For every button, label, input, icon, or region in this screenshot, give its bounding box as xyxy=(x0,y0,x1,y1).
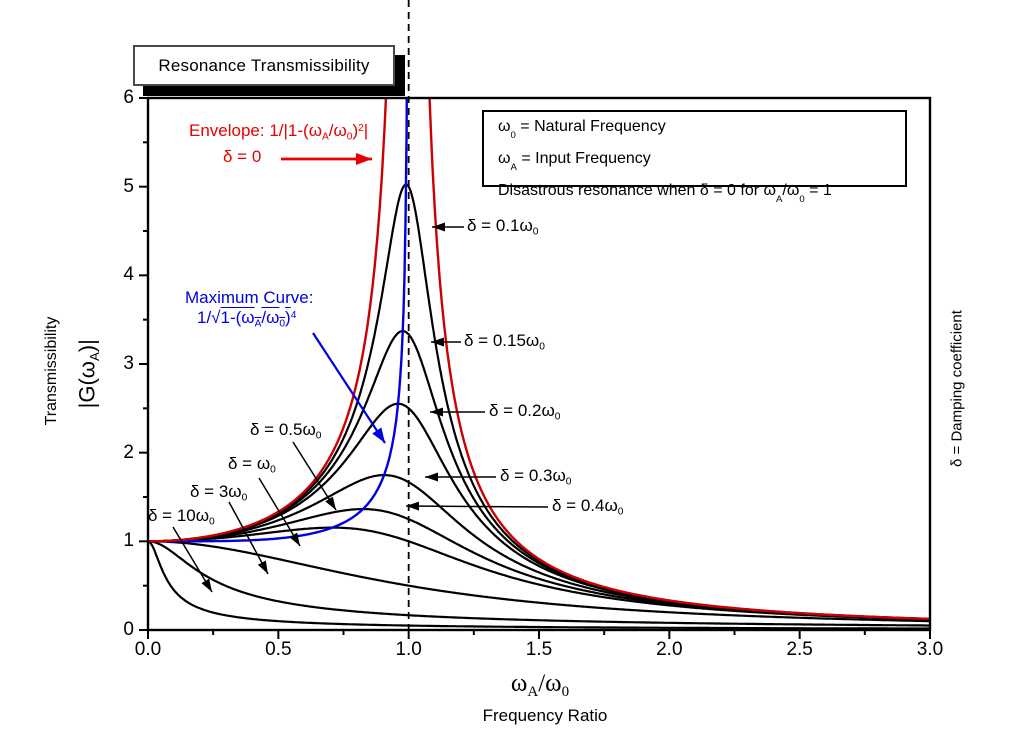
annotation-arrow-black xyxy=(405,501,549,511)
x-tick-label: 0.5 xyxy=(265,639,292,660)
y-axis-title: Transmissibility xyxy=(43,316,60,426)
x-tick-label: 2.5 xyxy=(786,639,813,660)
y-tick-label: 4 xyxy=(123,264,134,286)
curve-label-d05: δ = 0.5ω0 xyxy=(250,420,322,442)
curve-7 xyxy=(148,540,930,627)
curve-8 xyxy=(148,540,930,630)
maximum-curve-annotation-title: Maximum Curve: xyxy=(185,288,314,307)
envelope-annotation-delta-zero: δ = 0 xyxy=(223,147,262,166)
annotation-arrow-black xyxy=(228,501,269,575)
y-tick-label: 0 xyxy=(123,619,134,640)
x-tick-label: 1.0 xyxy=(395,639,422,660)
envelope-annotation-formula: Envelope: 1/|1-(ωA/ω0)2| xyxy=(189,121,369,143)
annotation-arrows xyxy=(172,153,549,593)
chart-title-box: Resonance Transmissibility xyxy=(133,45,395,86)
curve-label-d3: δ = 3ω0 xyxy=(190,482,248,504)
x-axis-title: ωA/ω0 xyxy=(510,670,570,701)
legend-line-natural-frequency: ω0 = Natural Frequency xyxy=(498,118,666,141)
curve-6 xyxy=(148,540,930,623)
y-tick-label: 6 xyxy=(123,87,134,108)
curve-label-d03: δ = 0.3ω0 xyxy=(500,466,572,488)
x-tick-label: 3.0 xyxy=(916,639,944,660)
curve-label-d1: δ = ω0 xyxy=(228,454,276,476)
radical-prefix: 1/√ xyxy=(197,308,221,327)
chart-title: Resonance Transmissibility xyxy=(158,55,370,75)
y-tick-label: 1 xyxy=(123,530,134,552)
x-tick-label: 2.0 xyxy=(656,639,683,660)
curve-label-d10: δ = 10ω0 xyxy=(148,506,215,528)
annotation-arrow-black xyxy=(258,477,301,547)
curve-label-d01: δ = 0.1ω0 xyxy=(467,216,539,238)
y-axis-formula: |G(ωA)| xyxy=(74,339,102,409)
annotation-arrow-black xyxy=(172,526,213,593)
annotation-arrow-blue xyxy=(312,332,386,444)
right-axis-label: δ = Damping coefficient xyxy=(948,310,966,467)
legend-line-disastrous-resonance: Disastrous resonance when δ = 0 for ωA/ω… xyxy=(498,181,832,205)
radical-exponent: 4 xyxy=(290,310,297,322)
curve-10 xyxy=(148,97,930,621)
annotation-arrow-black xyxy=(292,441,337,511)
curve-label-d02: δ = 0.2ω0 xyxy=(489,401,561,423)
y-tick-label: 3 xyxy=(123,353,134,374)
curve-9 xyxy=(148,97,408,543)
maximum-curve-annotation-formula: 1/√1-(ωA/ω0)4 xyxy=(197,308,296,329)
curve-5 xyxy=(148,526,930,621)
legend-line-input-frequency: ωA = Input Frequency xyxy=(498,149,651,173)
curve-label-d04: δ = 0.4ω0 xyxy=(552,496,624,518)
radicand: 1-(ωA/ω0) xyxy=(220,308,291,330)
x-tick-label: 1.5 xyxy=(525,639,553,660)
x-axis-subtitle: Frequency Ratio xyxy=(482,706,608,725)
y-tick-label: 5 xyxy=(123,175,134,197)
y-tick-label: 2 xyxy=(123,441,134,463)
curve-label-d015: δ = 0.15ω0 xyxy=(464,331,545,353)
x-tick-label: 0.0 xyxy=(134,639,162,660)
legend-box: ω0 = Natural Frequency ωA = Input Freque… xyxy=(482,110,907,205)
curves-group xyxy=(148,97,930,630)
axis-ticks xyxy=(139,97,931,639)
